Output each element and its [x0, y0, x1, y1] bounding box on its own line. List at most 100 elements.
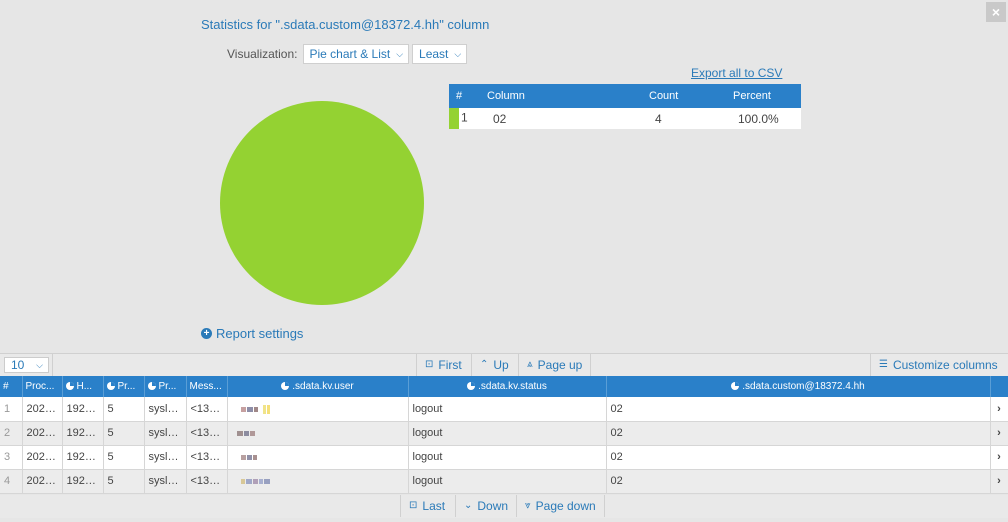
grid-header-status[interactable]: .sdata.kv.status	[408, 376, 607, 397]
down-button[interactable]: ⌄ Down	[455, 495, 516, 517]
grid-header-status-label: .sdata.kv.status	[478, 381, 547, 392]
report-settings-button[interactable]: + Report settings	[201, 326, 303, 341]
page-size-select[interactable]: 10 ⌵	[4, 357, 49, 373]
first-label: First	[438, 358, 462, 372]
row-pri: 5	[103, 397, 145, 422]
customize-columns-label: Customize columns	[892, 358, 998, 372]
row-status: logout	[408, 445, 607, 470]
row-expand-icon[interactable]: ›	[990, 445, 1008, 470]
close-button[interactable]: ×	[986, 2, 1006, 22]
row-custom: 02	[606, 421, 991, 446]
last-label: Last	[422, 499, 446, 513]
stats-header-count: Count	[639, 84, 721, 108]
double-chevron-down-icon: ⩔	[525, 500, 531, 511]
order-select[interactable]: Least ⌵	[412, 44, 468, 64]
pie-slice-02[interactable]	[220, 101, 424, 305]
up-label: Up	[493, 358, 509, 372]
stats-row-num-cell: 1	[449, 108, 479, 129]
grid-bottom-toolbar: ⊡ Last ⌄ Down ⩔ Page down	[0, 495, 1008, 518]
pie-chart-icon	[467, 382, 476, 390]
legend-swatch	[449, 108, 459, 129]
visualization-type-value: Pie chart & List	[309, 47, 391, 61]
stats-row-percent: 100.0%	[721, 108, 801, 129]
page-down-button[interactable]: ⩔ Page down	[516, 495, 605, 517]
row-user-redacted	[227, 397, 409, 422]
grid-header-proc[interactable]: Proc...	[22, 376, 63, 397]
page-size-value: 10	[11, 358, 25, 372]
row-num: 4	[0, 469, 23, 494]
row-user-redacted	[227, 445, 409, 470]
row-pri: 5	[103, 445, 145, 470]
row-status: logout	[408, 397, 607, 422]
up-button[interactable]: ⌃ Up	[471, 354, 517, 376]
page-up-button[interactable]: ⩓ Page up	[518, 354, 592, 376]
grid-header-msg[interactable]: Mess...	[186, 376, 228, 397]
stats-header-num: #	[449, 84, 479, 108]
report-settings-label: Report settings	[216, 326, 304, 341]
pie-chart-icon	[281, 382, 290, 390]
row-msg: <133...	[186, 421, 228, 446]
stats-row-num: 1	[461, 110, 468, 125]
stats-header-percent: Percent	[721, 84, 801, 108]
pie-chart-icon	[147, 382, 156, 390]
grid-header-num[interactable]: #	[0, 376, 23, 397]
page-up-label: Page up	[537, 358, 583, 372]
visualization-type-select[interactable]: Pie chart & List ⌵	[302, 44, 410, 64]
row-msg: <133...	[186, 397, 228, 422]
visualization-label: Visualization:	[227, 47, 298, 61]
row-pri: 5	[103, 469, 145, 494]
row-msg: <133...	[186, 445, 228, 470]
row-expand-icon[interactable]: ›	[990, 421, 1008, 446]
row-proc: 2021...	[22, 421, 63, 446]
chevron-down-icon: ⌵	[454, 49, 462, 59]
page-title: Statistics for ".sdata.custom@18372.4.hh…	[201, 17, 490, 32]
double-chevron-up-icon: ⩓	[527, 359, 533, 370]
page-down-label: Page down	[535, 499, 596, 513]
stats-row[interactable]: 1 02 4 100.0%	[449, 108, 801, 129]
data-grid: # Proc... H... Pr... Pr... Mess... .sdat…	[0, 376, 1008, 494]
table-row[interactable]: 3 2021... 192.1... 5 syslo... <133... lo…	[0, 445, 1008, 470]
chevron-down-icon: ⌄	[464, 500, 473, 511]
chevron-down-icon: ⌵	[396, 49, 404, 59]
row-proc: 2021...	[22, 397, 63, 422]
row-num: 1	[0, 397, 23, 422]
pie-chart-icon	[731, 382, 740, 390]
grid-header-custom-label: .sdata.custom@18372.4.hh	[742, 381, 865, 392]
order-value: Least	[419, 47, 449, 61]
grid-header-host[interactable]: H...	[62, 376, 104, 397]
table-row[interactable]: 1 2021... 192.1... 5 syslo... <133... lo…	[0, 397, 1008, 422]
pie-chart	[219, 100, 425, 309]
grid-header-host-label: H...	[76, 381, 93, 392]
row-prog: syslo...	[144, 421, 187, 446]
first-page-button[interactable]: ⊡ First	[416, 354, 470, 376]
grid-header-custom[interactable]: .sdata.custom@18372.4.hh	[606, 376, 991, 397]
stats-header-column: Column	[479, 84, 639, 108]
down-label: Down	[477, 499, 509, 513]
row-status: logout	[408, 421, 607, 446]
last-page-button[interactable]: ⊡ Last	[400, 495, 453, 517]
grid-header-prog-label: Pr...	[158, 381, 177, 392]
grid-header-pri-label: Pr...	[117, 381, 136, 392]
row-status: logout	[408, 469, 607, 494]
row-prog: syslo...	[144, 445, 187, 470]
export-csv-link[interactable]: Export all to CSV	[691, 66, 783, 80]
grid-header-pri[interactable]: Pr...	[103, 376, 145, 397]
row-expand-icon[interactable]: ›	[990, 469, 1008, 494]
chevron-down-icon: ⌵	[36, 360, 43, 370]
row-host: 192.1...	[62, 397, 104, 422]
table-row[interactable]: 4 2021... 192.1... 5 syslo... <133... lo…	[0, 469, 1008, 494]
row-prog: syslo...	[144, 469, 187, 494]
last-icon: ⊡	[409, 500, 418, 511]
row-num: 2	[0, 421, 23, 446]
row-user-redacted	[227, 421, 409, 446]
customize-columns-button[interactable]: ☰ Customize columns	[870, 354, 1006, 376]
stats-row-column: 02	[479, 108, 639, 129]
grid-header-user[interactable]: .sdata.kv.user	[227, 376, 409, 397]
table-row[interactable]: 2 2021... 192.1... 5 syslo... <133... lo…	[0, 421, 1008, 446]
row-prog: syslo...	[144, 397, 187, 422]
row-expand-icon[interactable]: ›	[990, 397, 1008, 422]
stats-row-count: 4	[639, 108, 721, 129]
pie-chart-icon	[106, 382, 115, 390]
toolbar-divider	[52, 354, 53, 376]
grid-header-prog[interactable]: Pr...	[144, 376, 187, 397]
